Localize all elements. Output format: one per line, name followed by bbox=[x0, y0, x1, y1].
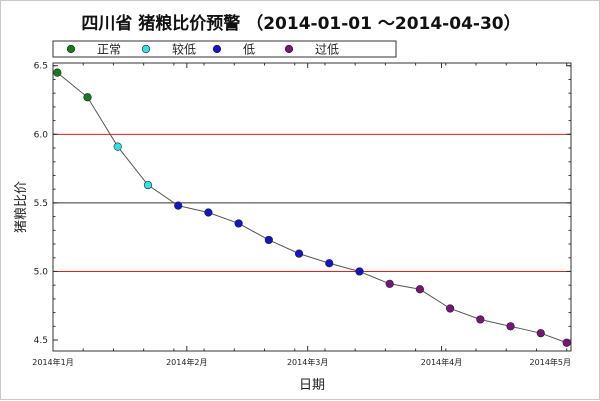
data-point bbox=[204, 208, 213, 217]
data-point bbox=[174, 201, 183, 210]
data-point bbox=[476, 315, 485, 324]
y-tick-label: 6.0 bbox=[34, 130, 49, 140]
data-point bbox=[536, 329, 545, 338]
series-line bbox=[57, 72, 567, 344]
data-point bbox=[446, 304, 455, 313]
legend-marker bbox=[284, 44, 294, 54]
data-point bbox=[264, 235, 273, 245]
data-point bbox=[355, 267, 364, 276]
data-point bbox=[53, 68, 62, 77]
y-tick-label: 6.5 bbox=[34, 62, 48, 72]
x-tick-label: 2014年1月 bbox=[32, 357, 73, 367]
data-point bbox=[506, 322, 515, 331]
y-tick-label: 4.5 bbox=[34, 336, 48, 346]
data-point bbox=[294, 249, 304, 258]
data-point bbox=[234, 219, 243, 228]
y-axis-label: 猪粮比价 bbox=[14, 181, 29, 233]
data-point bbox=[113, 142, 122, 151]
plot-area bbox=[52, 62, 572, 352]
legend-label: 低 bbox=[243, 43, 255, 57]
x-tick-label: 2014年5月 bbox=[530, 357, 571, 367]
data-point bbox=[143, 180, 153, 190]
data-point bbox=[325, 259, 334, 268]
y-tick-label: 5.0 bbox=[34, 267, 49, 277]
legend-marker bbox=[212, 44, 222, 54]
legend-label: 正常 bbox=[97, 43, 121, 57]
legend-marker bbox=[141, 44, 151, 54]
data-point bbox=[83, 93, 92, 102]
data-point bbox=[385, 279, 394, 288]
x-tick-label: 2014年3月 bbox=[287, 357, 328, 367]
x-tick-label: 2014年2月 bbox=[166, 357, 207, 367]
data-point bbox=[415, 285, 425, 294]
legend-label: 过低 bbox=[315, 43, 339, 57]
legend-marker bbox=[66, 44, 76, 54]
legend-box bbox=[52, 40, 397, 58]
y-tick-label: 5.5 bbox=[34, 199, 48, 209]
x-tick-label: 2014年4月 bbox=[421, 357, 462, 367]
legend-label: 较低 bbox=[172, 42, 196, 57]
x-axis-label: 日期 bbox=[299, 378, 325, 393]
data-point bbox=[562, 338, 571, 347]
chart-title: 四川省 猪粮比价预警 （2014-01-01 ～2014-04-30） bbox=[81, 14, 521, 34]
